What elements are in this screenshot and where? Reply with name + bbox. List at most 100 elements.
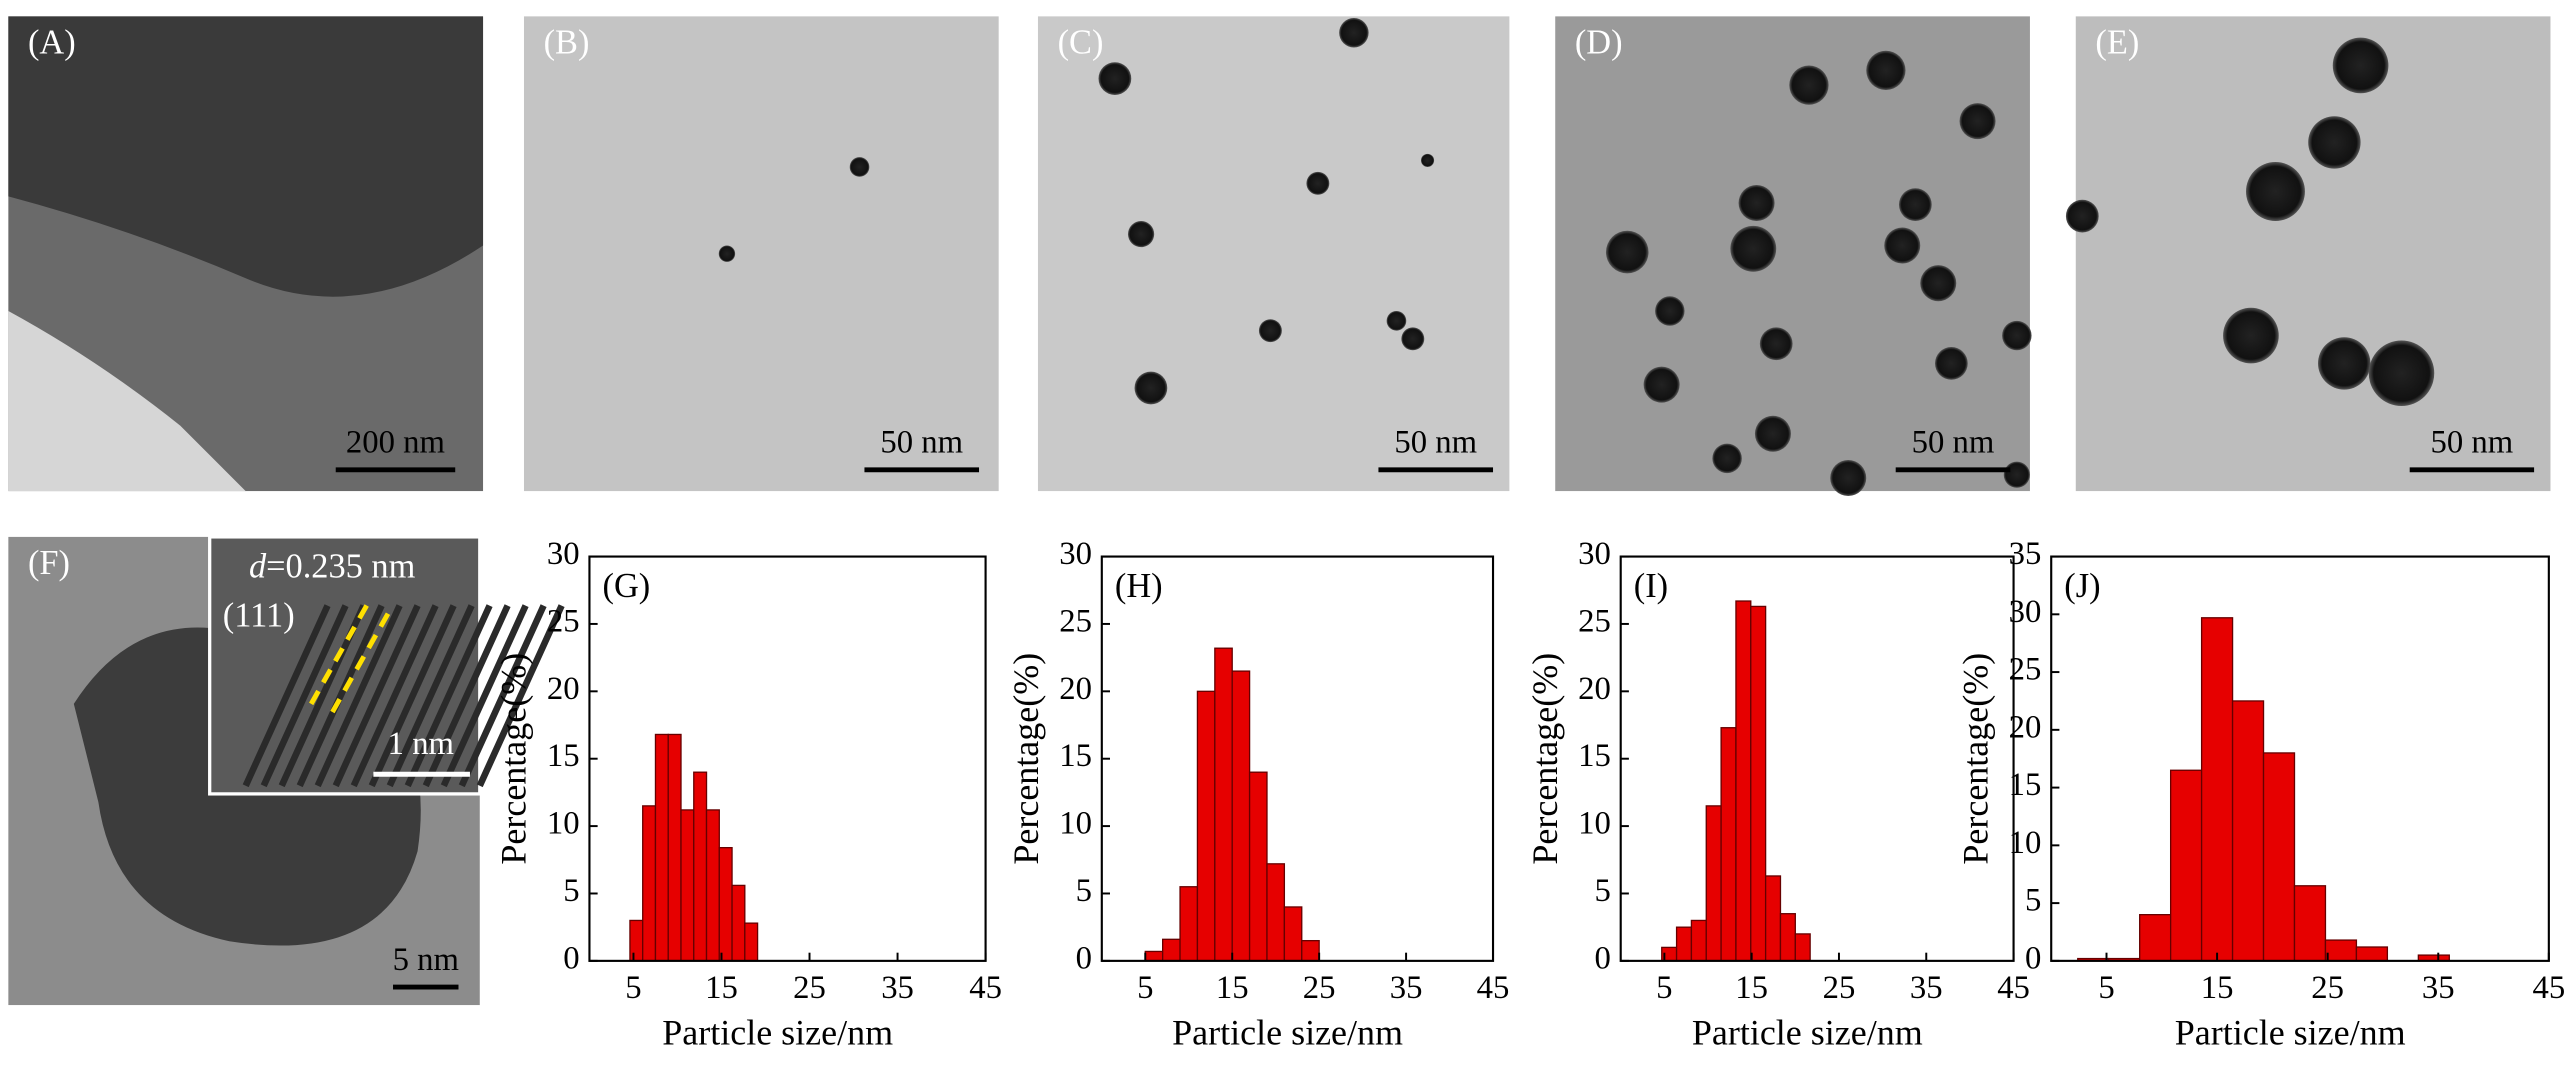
nanoparticle [1401, 327, 1425, 351]
x-tick-label: 25 [1303, 970, 1336, 1006]
fringe-marker [309, 601, 371, 706]
nanoparticle [1127, 220, 1155, 248]
panel-label: (F) [28, 544, 70, 582]
inset-plane: (111) [223, 597, 295, 635]
lattice-fringe [458, 604, 547, 788]
y-axis-label: Percentage(%) [494, 653, 534, 865]
bar [1675, 926, 1693, 962]
y-tick-label: 20 [547, 671, 580, 707]
bar [2293, 885, 2327, 962]
nanoparticle [2065, 199, 2099, 233]
plot-frame [1100, 555, 1495, 962]
y-tick-label: 30 [1578, 536, 1611, 572]
lattice-fringe [368, 604, 457, 788]
y-tick-label: 25 [1059, 603, 1092, 639]
fringe-marker [330, 609, 392, 714]
inset-spacing: d=0.235 nm [249, 548, 416, 586]
y-tick-label: 25 [2009, 652, 2042, 688]
y-tick-label: 20 [2009, 709, 2042, 745]
inset-variable: d [249, 548, 267, 586]
x-tick-label: 25 [793, 970, 826, 1006]
x-axis-label: Particle size/nm [2175, 1012, 2406, 1052]
lattice-fringe [404, 604, 493, 788]
nanoparticle [1884, 227, 1921, 264]
x-tick-label: 15 [1735, 970, 1768, 1006]
nanoparticle [1959, 103, 1996, 140]
x-tick-label: 5 [1656, 970, 1672, 1006]
nanoparticle [1934, 347, 1968, 380]
bar [705, 809, 720, 962]
panel-label: (E) [2095, 24, 2139, 62]
bar [2324, 939, 2358, 962]
micrograph [2075, 16, 2551, 492]
bar [1283, 906, 1303, 962]
lattice-fringe [440, 604, 529, 788]
inset-value: =0.235 nm [266, 548, 415, 586]
lattice-fringe [242, 604, 331, 788]
lattice-fringe [332, 604, 421, 788]
nanoparticle [1306, 171, 1330, 195]
scale-bar-label: 50 nm [1912, 425, 1995, 461]
nanoparticle [849, 157, 870, 177]
bar [1214, 647, 1233, 962]
y-tick-label: 5 [1076, 873, 1092, 909]
bar [667, 733, 682, 962]
texture [8, 16, 484, 297]
nanoparticle [1920, 265, 1957, 302]
bar [1196, 690, 1216, 962]
bar [1248, 771, 1268, 962]
scale-bar-label: 50 nm [880, 425, 963, 461]
y-tick-label: 5 [2025, 883, 2041, 919]
y-tick-label: 10 [1059, 806, 1092, 842]
lattice-fringe [386, 604, 475, 788]
y-tick-label: 35 [2009, 536, 2042, 572]
y-tick-label: 0 [2025, 940, 2041, 976]
y-tick-label: 15 [1059, 738, 1092, 774]
x-tick-label: 25 [2311, 970, 2344, 1006]
nanoparticle [1643, 366, 1680, 403]
x-tick-label: 45 [1477, 970, 1510, 1006]
lattice-fringe [476, 604, 565, 788]
y-tick-label: 25 [547, 603, 580, 639]
nanoparticle [1655, 296, 1685, 326]
x-tick-label: 5 [625, 970, 641, 1006]
bar [629, 919, 644, 962]
y-tick-label: 30 [1059, 536, 1092, 572]
nanoparticle [2308, 116, 2361, 169]
y-tick-label: 15 [1578, 738, 1611, 774]
x-tick-label: 35 [1910, 970, 1943, 1006]
panel-label: (C) [1058, 24, 1104, 62]
y-tick-label: 15 [2009, 767, 2042, 803]
inset-scale-label: 1 nm [388, 726, 454, 762]
bar [1750, 605, 1767, 962]
bar [1690, 919, 1707, 962]
nanoparticle [1759, 327, 1793, 361]
scale-bar-label: 200 nm [346, 425, 445, 461]
lattice-fringe [296, 604, 385, 788]
nanoparticle [1605, 230, 1649, 274]
x-axis-label: Particle size/nm [1172, 1012, 1403, 1052]
bar [693, 771, 708, 962]
nanoparticle [1712, 443, 1742, 474]
panel-label: (H) [1115, 567, 1163, 605]
nanoparticle [718, 245, 736, 262]
y-tick-label: 0 [1076, 940, 1092, 976]
y-tick-label: 25 [1578, 603, 1611, 639]
x-tick-label: 15 [2201, 970, 2234, 1006]
y-tick-label: 30 [2009, 594, 2042, 630]
bar [731, 884, 746, 962]
y-tick-label: 10 [547, 806, 580, 842]
nanoparticle [1754, 415, 1791, 452]
bar [744, 922, 759, 962]
x-axis-label: Particle size/nm [1692, 1012, 1923, 1052]
nanoparticle [1898, 188, 1932, 221]
bar [718, 847, 733, 962]
nanoparticle [1386, 311, 1407, 331]
micrograph [1037, 16, 1510, 492]
panel-label: (B) [544, 24, 590, 62]
micrograph [523, 16, 999, 492]
y-tick-label: 5 [1595, 873, 1611, 909]
nanoparticle [1258, 319, 1282, 343]
